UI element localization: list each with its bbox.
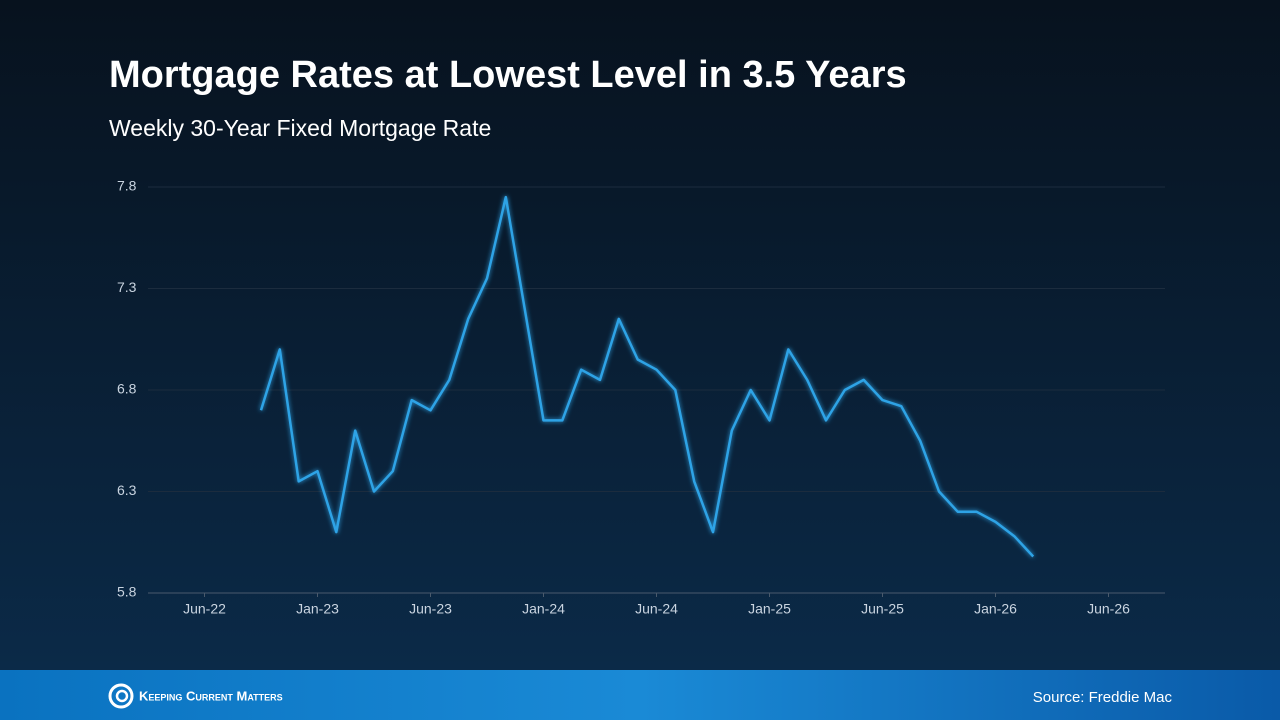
y-tick-label: 6.8 [117, 381, 137, 397]
logo-icon [108, 683, 134, 709]
background [0, 0, 1280, 672]
x-tick-label: Jun-23 [409, 601, 452, 617]
footer-bar [0, 670, 1280, 720]
x-tick-label: Jun-24 [635, 601, 678, 617]
chart-subtitle: Weekly 30-Year Fixed Mortgage Rate [109, 115, 491, 141]
y-tick-label: 5.8 [117, 584, 137, 600]
brand: Keeping Current Matters [139, 688, 283, 703]
y-tick-label: 7.3 [117, 279, 137, 295]
x-tick-label: Jun-26 [1087, 601, 1130, 617]
series-line [259, 195, 1035, 558]
x-tick-label: Jun-22 [183, 601, 226, 617]
y-tick-label: 6.3 [117, 482, 137, 498]
x-tick-label: Jan-26 [974, 601, 1017, 617]
y-tick-label: 7.8 [117, 178, 137, 194]
x-tick-label: Jan-25 [748, 601, 791, 617]
x-tick-label: Jun-25 [861, 601, 904, 617]
x-tick-label: Jan-23 [296, 601, 339, 617]
source: Source: Freddie Mac [1033, 689, 1173, 706]
x-tick-label: Jan-24 [522, 601, 565, 617]
chart-title: Mortgage Rates at Lowest Level in 3.5 Ye… [109, 54, 907, 96]
